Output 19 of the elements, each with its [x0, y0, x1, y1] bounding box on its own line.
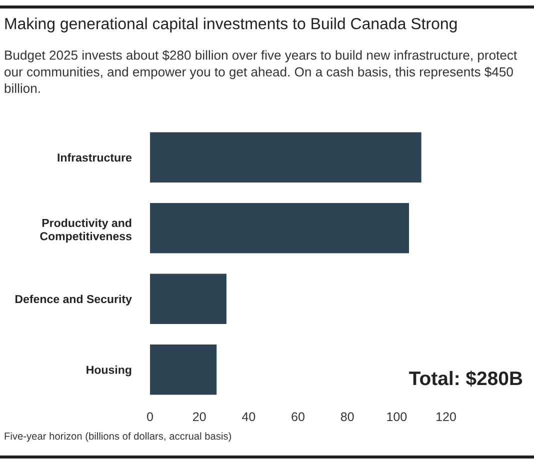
bar — [150, 132, 422, 182]
x-tick-label: 120 — [436, 412, 456, 422]
y-tick-label: Productivity and Competitiveness — [40, 218, 132, 243]
chart-title: Making generational capital investments to Build Canada Strong — [5, 18, 457, 32]
annotation: Total: $280B — [409, 370, 522, 386]
chart-subtitle: Budget 2025 invests about $280 billion over five years to build new infrastructure, protect our communities, and empower you to get ahead. On a cash basis, this represents $450 billion. — [4, 50, 517, 93]
x-tick-label: 100 — [387, 412, 407, 422]
x-axis-title: Five-year horizon (billions of dollars, accrual basis) — [4, 432, 232, 442]
y-tick-label: Housing — [86, 365, 132, 376]
x-tick-label: 60 — [292, 412, 304, 422]
bar — [150, 274, 226, 324]
x-tick-label: 80 — [340, 412, 354, 422]
y-tick-label: Infrastructure — [58, 153, 132, 162]
y-tick-label: Defence and Security — [15, 294, 132, 306]
bar — [150, 344, 217, 395]
bar — [150, 203, 409, 254]
x-tick-label: 0 — [147, 412, 153, 422]
x-tick-label: 40 — [242, 412, 256, 422]
x-tick-label: 20 — [193, 412, 206, 422]
